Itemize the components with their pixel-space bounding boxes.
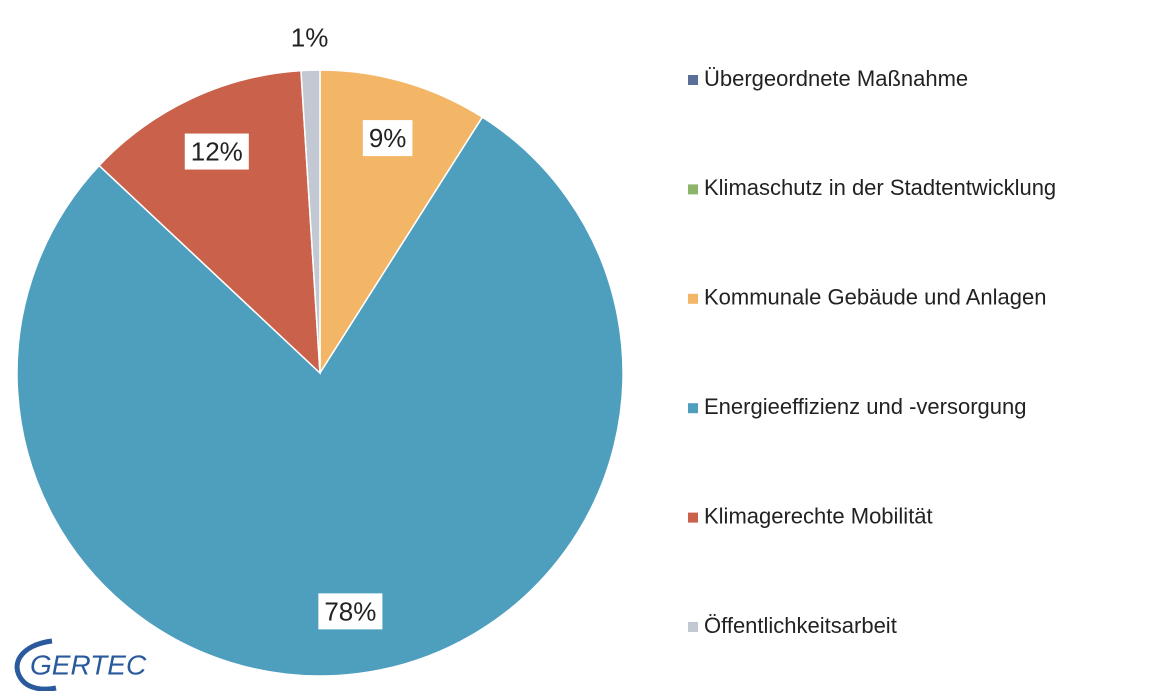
data-label: 78% [324, 596, 376, 626]
logo-swoosh [14, 638, 57, 691]
data-label-box [362, 120, 413, 157]
pie-slice [300, 69, 321, 374]
legend-label: Übergeordnete Maßnahme [704, 66, 968, 91]
data-label-box [284, 19, 335, 56]
legend-label: Energieeffizienz und -versorgung [704, 394, 1026, 419]
legend-label: Klimagerechte Mobilität [704, 503, 933, 528]
legend-label: Öffentlichkeitsarbeit [704, 613, 897, 638]
data-label-box [184, 133, 249, 170]
data-label: 9% [369, 123, 407, 153]
legend-swatch [688, 512, 698, 523]
slices [16, 69, 624, 677]
legend-label: Kommunale Gebäude und Anlagen [704, 285, 1046, 310]
data-label: 12% [191, 137, 243, 167]
legend-swatch [688, 75, 698, 85]
legend-swatch [688, 403, 698, 414]
pie-slice [16, 116, 624, 677]
legend-swatch [688, 184, 698, 195]
data-label: 1% [291, 23, 329, 53]
legend-swatch [688, 622, 698, 632]
legend-swatch [688, 293, 698, 304]
logo: GERTEC [30, 649, 147, 680]
data-label-box [318, 593, 383, 630]
legend-label: Klimaschutz in der Stadtentwicklung [704, 175, 1056, 200]
pie-slice [98, 69, 321, 375]
pie-slice [319, 69, 484, 376]
